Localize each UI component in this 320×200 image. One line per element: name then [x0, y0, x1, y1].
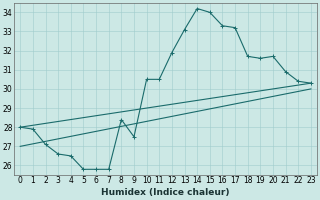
X-axis label: Humidex (Indice chaleur): Humidex (Indice chaleur)	[101, 188, 230, 197]
